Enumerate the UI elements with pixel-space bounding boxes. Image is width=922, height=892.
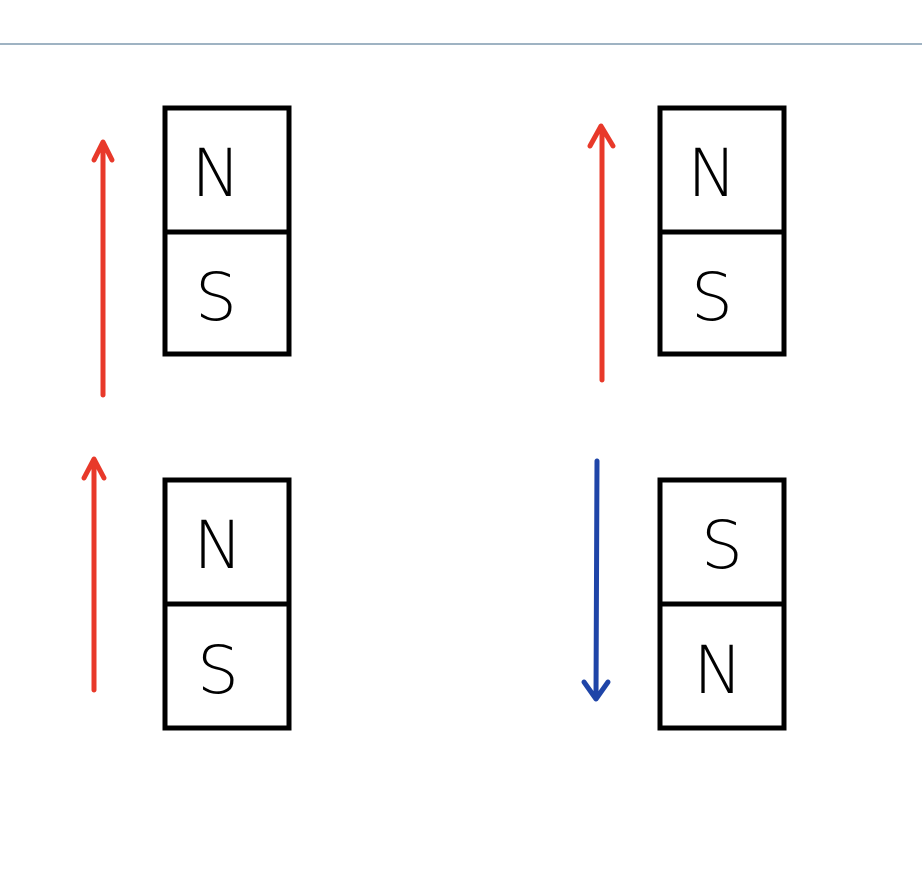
right-top-lower-pole: S — [691, 259, 733, 336]
right-top-arrow — [587, 123, 616, 383]
right-top-magnet: N S — [657, 105, 787, 357]
left-bottom-lower-pole: S — [197, 632, 239, 709]
left-bottom-arrow — [81, 456, 107, 693]
right-top-upper-pole: N — [687, 135, 736, 212]
left-top-magnet: N S — [162, 105, 292, 357]
right-bottom-magnet: S N — [657, 477, 787, 731]
left-top-upper-pole: N — [191, 135, 240, 212]
left-top-arrow — [91, 139, 115, 398]
right-bottom-lower-pole: N — [693, 632, 742, 709]
right-bottom-arrow — [581, 458, 611, 702]
left-top-lower-pole: S — [195, 259, 237, 336]
left-bottom-upper-pole: N — [193, 507, 242, 584]
top-divider-line — [0, 43, 922, 45]
left-bottom-magnet: N S — [162, 477, 292, 731]
right-bottom-upper-pole: S — [701, 507, 743, 584]
